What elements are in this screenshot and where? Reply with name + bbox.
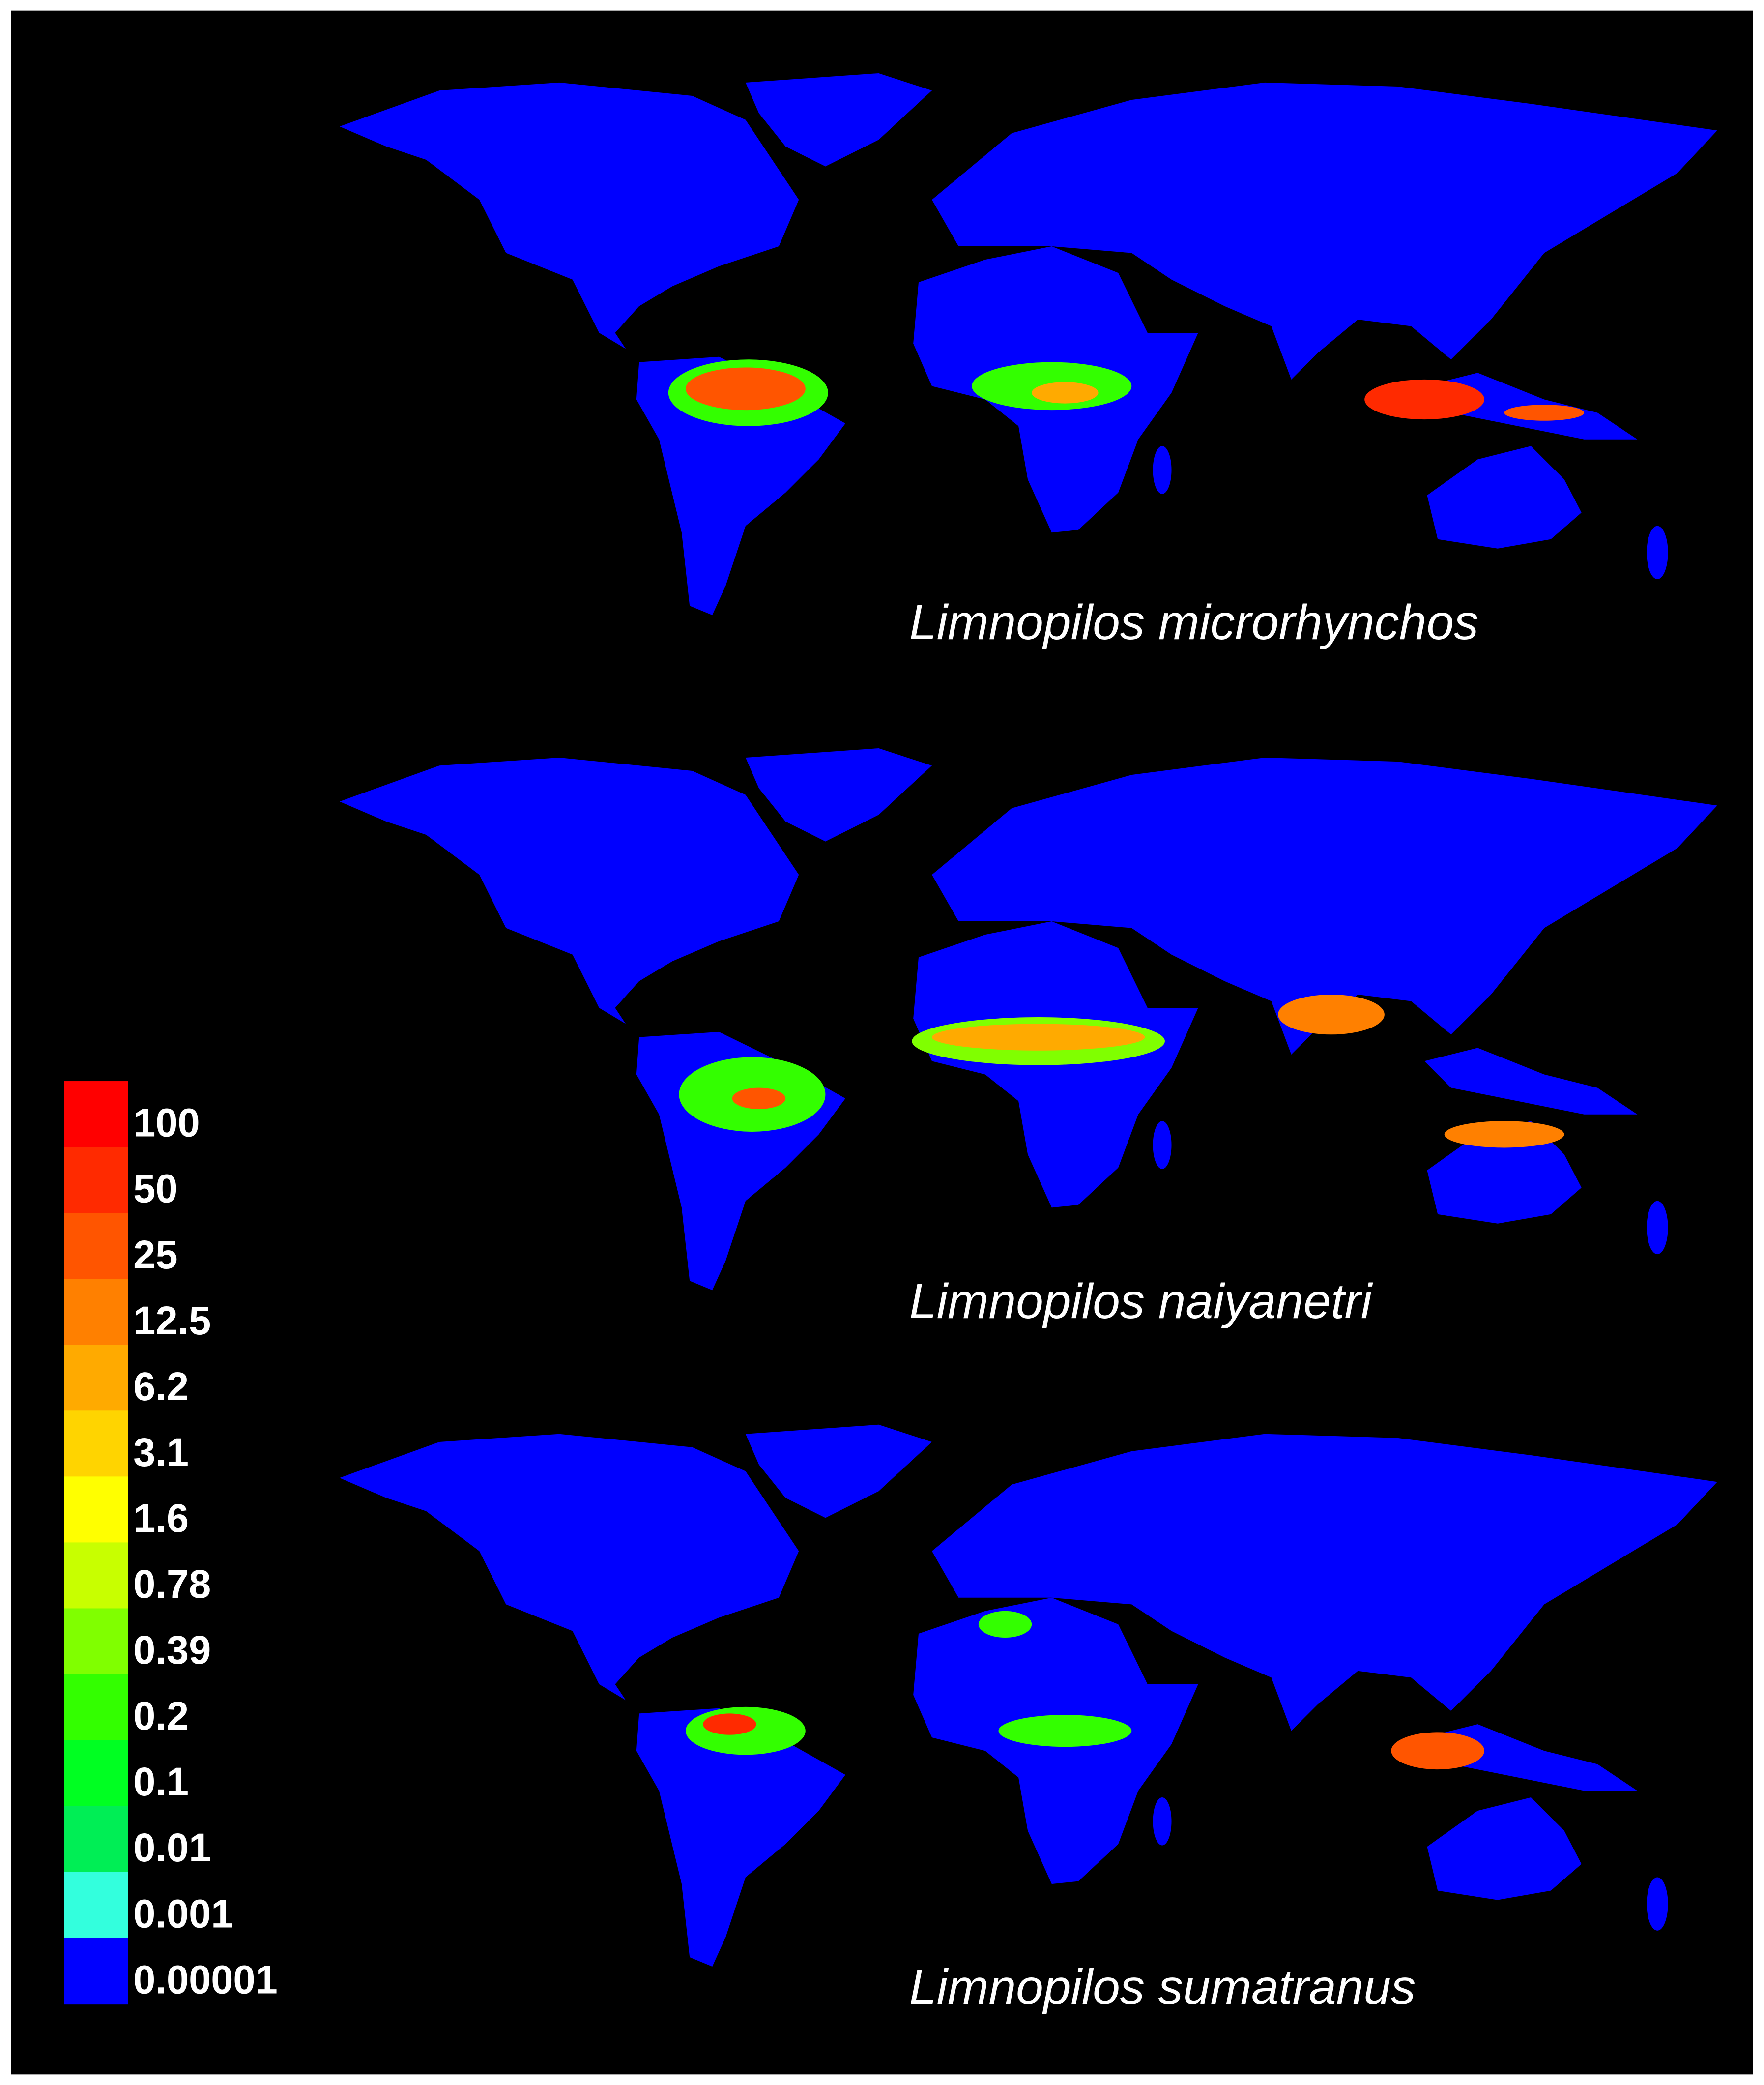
legend-swatch	[64, 1806, 128, 1873]
legend-label: 0.39	[133, 1628, 211, 1673]
legend-label: 0.78	[133, 1562, 211, 1607]
legend-label: 12.5	[133, 1298, 211, 1343]
legend-label: 25	[133, 1233, 177, 1277]
legend-label: 50	[133, 1167, 177, 1211]
species-label: Limnopilos sumatranus	[909, 1960, 1416, 2015]
legend-swatch	[64, 1740, 128, 1807]
legend-label: 0.2	[133, 1694, 189, 1738]
legend-label: 1.6	[133, 1496, 189, 1541]
legend-swatch	[64, 1938, 128, 2005]
legend-swatch	[64, 1608, 128, 1675]
legend-swatch	[64, 1279, 128, 1346]
map-panel	[339, 73, 1717, 616]
legend-swatch	[64, 1410, 128, 1477]
species-label: Limnopilos naiyanetri	[909, 1274, 1373, 1329]
legend-label: 100	[133, 1101, 200, 1145]
species-label: Limnopilos microrhynchos	[909, 595, 1478, 650]
legend-swatch	[64, 1081, 128, 1148]
legend-label: 0.001	[133, 1891, 233, 1936]
legend-swatch	[64, 1542, 128, 1609]
legend-label: 6.2	[133, 1364, 189, 1409]
legend-swatch	[64, 1674, 128, 1741]
legend-swatch	[64, 1147, 128, 1214]
legend-label: 0.01	[133, 1825, 211, 1870]
legend-swatch	[64, 1476, 128, 1543]
map-panel	[339, 748, 1717, 1291]
legend-swatch	[64, 1872, 128, 1939]
legend: 100 50 25 12.5 6.2 3.1 1.6 0.78 0.39 0.2 0.1 0.01 0.…	[64, 1081, 278, 2005]
legend-swatch	[64, 1345, 128, 1411]
legend-swatch	[64, 1213, 128, 1280]
map-panel	[339, 1424, 1717, 1967]
legend-label: 0.00001	[133, 1957, 278, 2002]
legend-label: 0.1	[133, 1760, 189, 1804]
legend-label: 3.1	[133, 1430, 189, 1475]
